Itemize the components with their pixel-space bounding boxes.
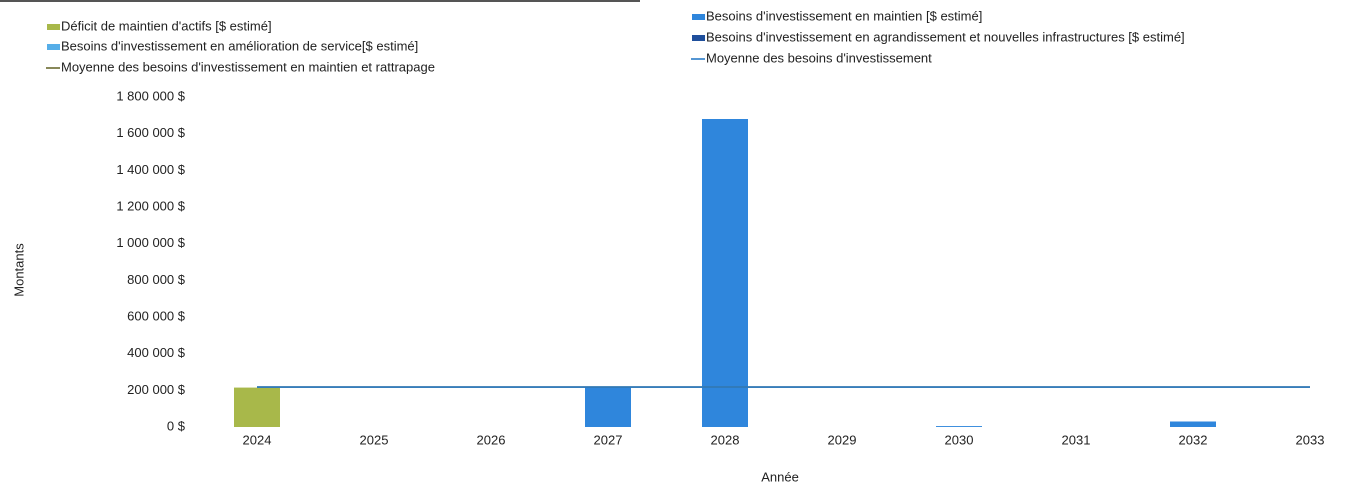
bar (702, 119, 748, 427)
y-tick-label: 1 600 000 $ (116, 125, 185, 140)
legend-label: Moyenne des besoins d'investissement (706, 50, 932, 65)
y-tick-label: 800 000 $ (127, 272, 186, 287)
y-axis-title: Montants (11, 243, 26, 297)
y-tick-label: 200 000 $ (127, 382, 186, 397)
legend-label: Besoins d'investissement en maintien [$ … (706, 8, 982, 23)
bar (585, 386, 631, 427)
x-tick-label: 2025 (360, 432, 389, 447)
x-tick-label: 2033 (1296, 432, 1325, 447)
x-tick-label: 2032 (1179, 432, 1208, 447)
x-tick-label: 2030 (945, 432, 974, 447)
x-tick-label: 2029 (828, 432, 857, 447)
x-tick-label: 2028 (711, 432, 740, 447)
bar (936, 426, 982, 427)
legend-label: Besoins d'investissement en agrandisseme… (706, 29, 1185, 44)
legend-label: Déficit de maintien d'actifs [$ estimé] (61, 18, 272, 33)
y-tick-label: 1 200 000 $ (116, 198, 185, 213)
bar (1170, 421, 1216, 427)
x-tick-label: 2027 (594, 432, 623, 447)
x-tick-label: 2031 (1062, 432, 1091, 447)
y-tick-label: 1 800 000 $ (116, 88, 185, 103)
legend-swatch (692, 35, 705, 41)
legend-label: Besoins d'investissement en amélioration… (61, 38, 418, 53)
x-tick-label: 2026 (477, 432, 506, 447)
y-tick-label: 1 400 000 $ (116, 162, 185, 177)
y-tick-label: 600 000 $ (127, 308, 186, 323)
x-tick-label: 2024 (243, 432, 272, 447)
y-tick-label: 1 000 000 $ (116, 235, 185, 250)
y-tick-label: 400 000 $ (127, 345, 186, 360)
legend-swatch (47, 44, 60, 50)
legend-swatch (47, 24, 60, 30)
bar (234, 387, 280, 427)
x-axis-title: Année (761, 469, 799, 484)
legend-label: Moyenne des besoins d'investissement en … (61, 59, 435, 74)
legend-swatch (692, 14, 705, 20)
y-tick-label: 0 $ (167, 418, 186, 433)
